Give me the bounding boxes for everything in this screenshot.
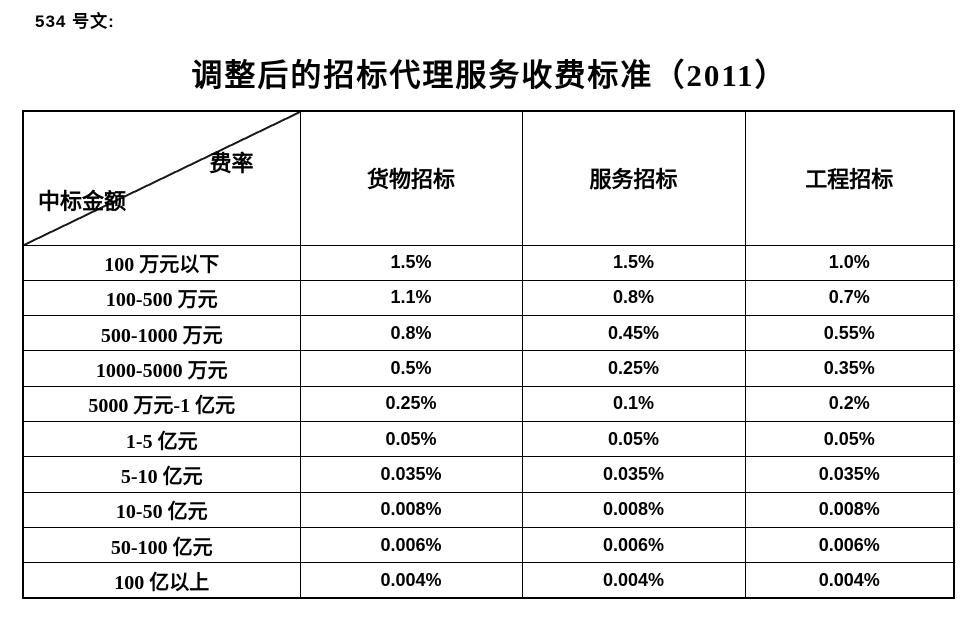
rate-cell: 0.05% xyxy=(299,420,523,458)
rate-cell: 0.05% xyxy=(521,420,746,458)
corner-header-cell: 费率 中标金额 xyxy=(22,110,301,246)
rate-cell: 0.1% xyxy=(521,385,746,422)
amount-cell: 100 万元以下 xyxy=(22,244,301,281)
rate-cell: 0.004% xyxy=(299,562,523,599)
rate-cell: 0.5% xyxy=(299,350,523,387)
table-row: 1000-5000 万元 0.5% 0.25% 0.35% xyxy=(22,350,955,387)
amount-cell: 100-500 万元 xyxy=(22,279,301,317)
table-row: 1-5 亿元 0.05% 0.05% 0.05% xyxy=(22,420,955,458)
amount-cell: 50-100 亿元 xyxy=(22,526,301,564)
table-row: 100 亿以上 0.004% 0.004% 0.004% xyxy=(22,562,955,599)
rate-cell: 1.1% xyxy=(299,279,523,317)
amount-cell: 1000-5000 万元 xyxy=(22,350,301,387)
rate-cell: 0.8% xyxy=(299,315,523,352)
rate-cell: 0.2% xyxy=(744,385,955,422)
rate-cell: 0.8% xyxy=(521,279,746,317)
rate-cell: 0.25% xyxy=(299,385,523,422)
rate-cell: 0.008% xyxy=(744,491,955,528)
fee-rate-table: 费率 中标金额 货物招标 服务招标 工程招标 100 万元以下 1.5% 1.5… xyxy=(22,110,955,599)
amount-cell: 500-1000 万元 xyxy=(22,315,301,352)
table-row: 5-10 亿元 0.035% 0.035% 0.035% xyxy=(22,456,955,493)
rate-cell: 0.035% xyxy=(299,456,523,493)
amount-cell: 5000 万元-1 亿元 xyxy=(22,385,301,422)
rate-cell: 0.006% xyxy=(299,526,523,564)
table-row: 10-50 亿元 0.008% 0.008% 0.008% xyxy=(22,491,955,528)
table-row: 100 万元以下 1.5% 1.5% 1.0% xyxy=(22,244,955,281)
table-row: 50-100 亿元 0.006% 0.006% 0.006% xyxy=(22,526,955,564)
rate-cell: 1.0% xyxy=(744,244,955,281)
corner-label-amount: 中标金额 xyxy=(38,189,127,214)
column-header-goods-bidding: 货物招标 xyxy=(299,110,523,246)
rate-cell: 0.006% xyxy=(744,526,955,564)
page-title: 调整后的招标代理服务收费标准（2011） xyxy=(191,58,788,93)
rate-cell: 0.006% xyxy=(521,526,746,564)
table-header-row: 费率 中标金额 货物招标 服务招标 工程招标 xyxy=(22,110,955,246)
amount-cell: 10-50 亿元 xyxy=(22,491,301,528)
rate-cell: 0.035% xyxy=(521,456,746,493)
amount-cell: 100 亿以上 xyxy=(22,562,301,599)
rate-cell: 0.004% xyxy=(521,562,746,599)
rate-cell: 0.35% xyxy=(744,350,955,387)
table-row: 500-1000 万元 0.8% 0.45% 0.55% xyxy=(22,315,955,352)
column-header-engineering-bidding: 工程招标 xyxy=(744,110,955,246)
rate-cell: 1.5% xyxy=(521,244,746,281)
amount-cell: 5-10 亿元 xyxy=(22,456,301,493)
rate-cell: 0.05% xyxy=(744,420,955,458)
rate-cell: 0.25% xyxy=(521,350,746,387)
rate-cell: 0.008% xyxy=(299,491,523,528)
rate-cell: 0.035% xyxy=(744,456,955,493)
doc-number-label: 534 号文: xyxy=(35,12,115,31)
column-header-service-bidding: 服务招标 xyxy=(521,110,746,246)
rate-cell: 1.5% xyxy=(299,244,523,281)
rate-cell: 0.55% xyxy=(744,315,955,352)
corner-label-rate: 费率 xyxy=(209,151,254,176)
amount-cell: 1-5 亿元 xyxy=(22,420,301,458)
rate-cell: 0.7% xyxy=(744,279,955,317)
rate-cell: 0.004% xyxy=(744,562,955,599)
rate-cell: 0.45% xyxy=(521,315,746,352)
table-row: 100-500 万元 1.1% 0.8% 0.7% xyxy=(22,279,955,317)
table-row: 5000 万元-1 亿元 0.25% 0.1% 0.2% xyxy=(22,385,955,422)
rate-cell: 0.008% xyxy=(521,491,746,528)
